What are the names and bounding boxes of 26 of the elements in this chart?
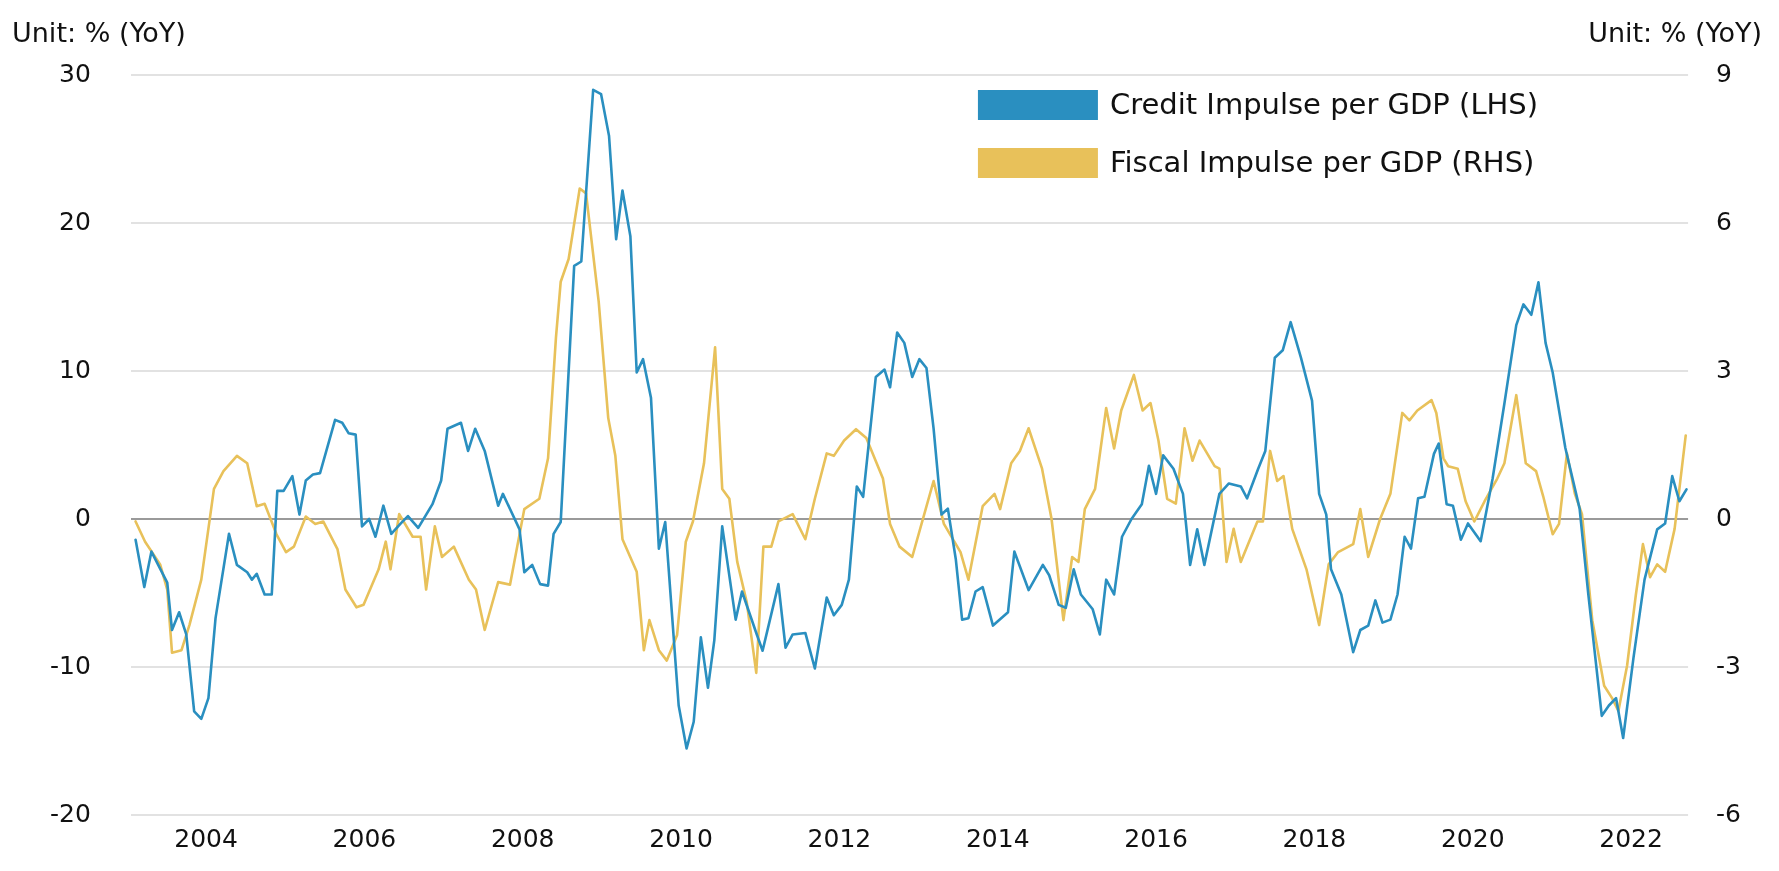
x-tick-label: 2012 (807, 823, 872, 853)
x-tick-label: 2020 (1440, 823, 1505, 853)
y2-tick-label: 9 (1716, 58, 1732, 88)
x-tick-label: 2006 (332, 823, 397, 853)
y2-tick-label: -6 (1716, 798, 1742, 828)
legend-label: Credit Impulse per GDP (LHS) (1109, 86, 1539, 121)
legend-label: Fiscal Impulse per GDP (RHS) (1109, 144, 1535, 179)
x-tick-label: 2022 (1599, 823, 1663, 853)
y2-tick-label: 3 (1716, 354, 1732, 384)
y2-tick-label: 6 (1716, 206, 1732, 236)
y-axis-title: Unit: % (YoY) (12, 17, 186, 48)
y-tick-label: -20 (49, 798, 91, 828)
x-tick-label: 2014 (965, 823, 1030, 853)
y2-axis-title: Unit: % (YoY) (1588, 17, 1762, 48)
x-tick-label: 2004 (174, 823, 238, 853)
y2-tick-label: -3 (1716, 650, 1742, 680)
y-tick-label: -10 (49, 650, 91, 680)
y-tick-label: 0 (74, 502, 91, 532)
y2-tick-label: 0 (1716, 502, 1732, 532)
x-tick-label: 2016 (1124, 823, 1188, 853)
y-tick-label: 30 (59, 58, 91, 88)
x-tick-label: 2018 (1282, 823, 1347, 853)
x-tick-label: 2010 (649, 823, 713, 853)
x-tick-label: 2008 (490, 823, 555, 853)
y-tick-label: 10 (59, 354, 91, 384)
y-tick-label: 20 (59, 206, 91, 236)
